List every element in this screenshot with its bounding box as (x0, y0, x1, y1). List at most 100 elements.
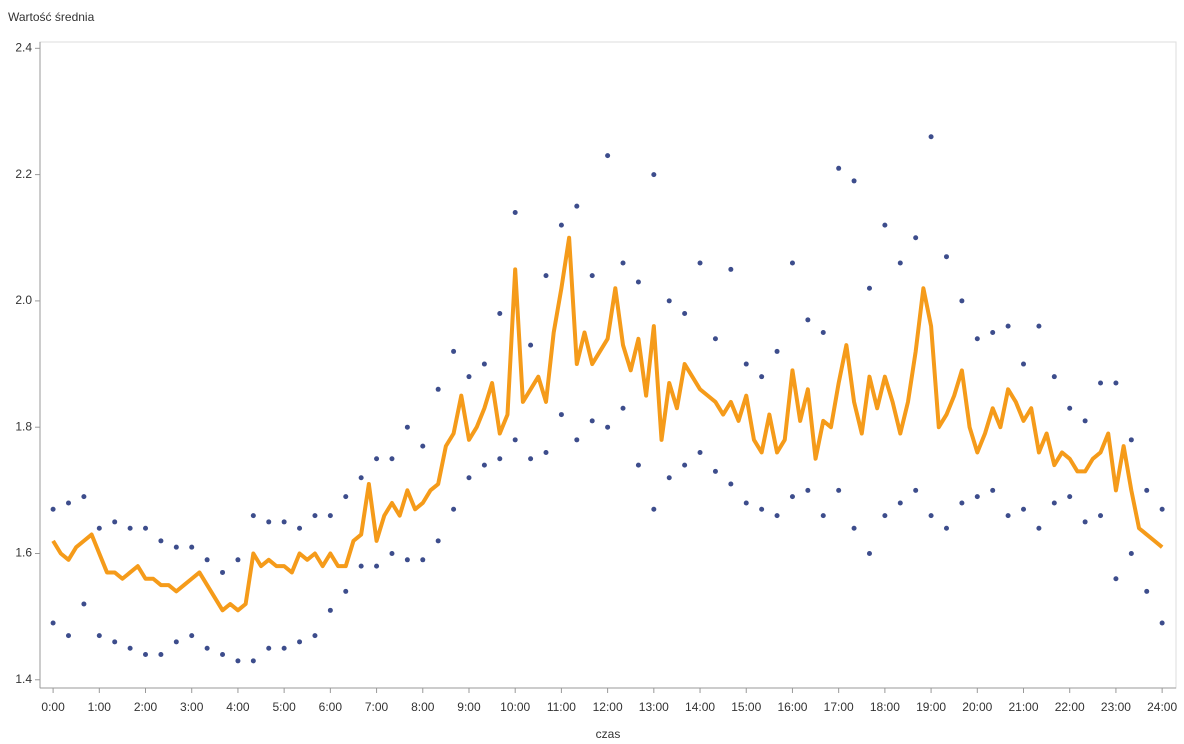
dot (96, 525, 102, 531)
dot (1113, 576, 1119, 582)
dot (389, 550, 395, 556)
x-tick-label: 16:00 (777, 700, 807, 714)
dot (666, 475, 672, 481)
dot (466, 374, 472, 380)
dot (712, 468, 718, 474)
dot (759, 506, 765, 512)
x-tick-label: 4:00 (226, 700, 250, 714)
dot (913, 235, 919, 241)
dot (281, 519, 287, 525)
dot (1098, 513, 1104, 519)
dot (127, 645, 133, 651)
dot (990, 329, 996, 335)
y-tick-label: 2.0 (15, 293, 32, 307)
dot (343, 494, 349, 500)
dot (497, 311, 503, 317)
dot (435, 538, 441, 544)
dot (1082, 519, 1088, 525)
dot (81, 601, 87, 607)
x-tick-label: 23:00 (1101, 700, 1131, 714)
x-tick-label: 17:00 (824, 700, 854, 714)
dot (928, 134, 934, 140)
dot (897, 260, 903, 266)
dot (1144, 588, 1150, 594)
dot (297, 525, 303, 531)
dot (1005, 323, 1011, 329)
dot (112, 639, 118, 645)
dot (605, 153, 611, 159)
dot (497, 456, 503, 462)
dot (913, 487, 919, 493)
dot (50, 620, 56, 626)
dot (420, 443, 426, 449)
dot (297, 639, 303, 645)
dot (697, 449, 703, 455)
dot (312, 513, 318, 519)
dot (589, 418, 595, 424)
dot (620, 260, 626, 266)
dot (574, 203, 580, 209)
dot (651, 172, 657, 178)
dot (1159, 506, 1165, 512)
dot (836, 165, 842, 171)
x-tick-label: 21:00 (1008, 700, 1038, 714)
dot (743, 361, 749, 367)
dot (404, 557, 410, 563)
dot (943, 254, 949, 260)
dot (558, 412, 564, 418)
dot (682, 462, 688, 468)
dot (759, 374, 765, 380)
dot (143, 525, 149, 531)
x-tick-label: 14:00 (685, 700, 715, 714)
dot (774, 513, 780, 519)
y-tick-label: 2.4 (15, 40, 32, 54)
y-tick-label: 2.2 (15, 167, 32, 181)
x-tick-label: 22:00 (1055, 700, 1085, 714)
dot (374, 563, 380, 569)
dot (959, 500, 965, 506)
dot (1036, 525, 1042, 531)
dot (1067, 405, 1073, 411)
dot (158, 538, 164, 544)
dot (420, 557, 426, 563)
dot (682, 311, 688, 317)
dot (1067, 494, 1073, 500)
dot (620, 405, 626, 411)
dot (866, 550, 872, 556)
dot (666, 298, 672, 304)
dot (327, 513, 333, 519)
dot (789, 494, 795, 500)
dot (990, 487, 996, 493)
dot (897, 500, 903, 506)
dot (1036, 323, 1042, 329)
dot (143, 652, 149, 658)
dot (805, 487, 811, 493)
y-axis-label: Wartość średnia (8, 10, 95, 24)
dot (1144, 487, 1150, 493)
dot (158, 652, 164, 658)
dot (250, 513, 256, 519)
x-tick-label: 1:00 (88, 700, 112, 714)
x-tick-label: 0:00 (41, 700, 65, 714)
dot (204, 557, 210, 563)
dot (65, 633, 71, 639)
dot (343, 588, 349, 594)
dot (173, 639, 179, 645)
dot (635, 279, 641, 285)
dot (1021, 506, 1027, 512)
dot (959, 298, 965, 304)
dot (774, 348, 780, 354)
dot (697, 260, 703, 266)
dot (481, 462, 487, 468)
x-tick-label: 24:00 (1147, 700, 1177, 714)
dot (866, 285, 872, 291)
dot (974, 494, 980, 500)
dot (358, 563, 364, 569)
y-tick-label: 1.6 (15, 546, 32, 560)
dot (112, 519, 118, 525)
dot (266, 519, 272, 525)
dot (389, 456, 395, 462)
dot (451, 348, 457, 354)
